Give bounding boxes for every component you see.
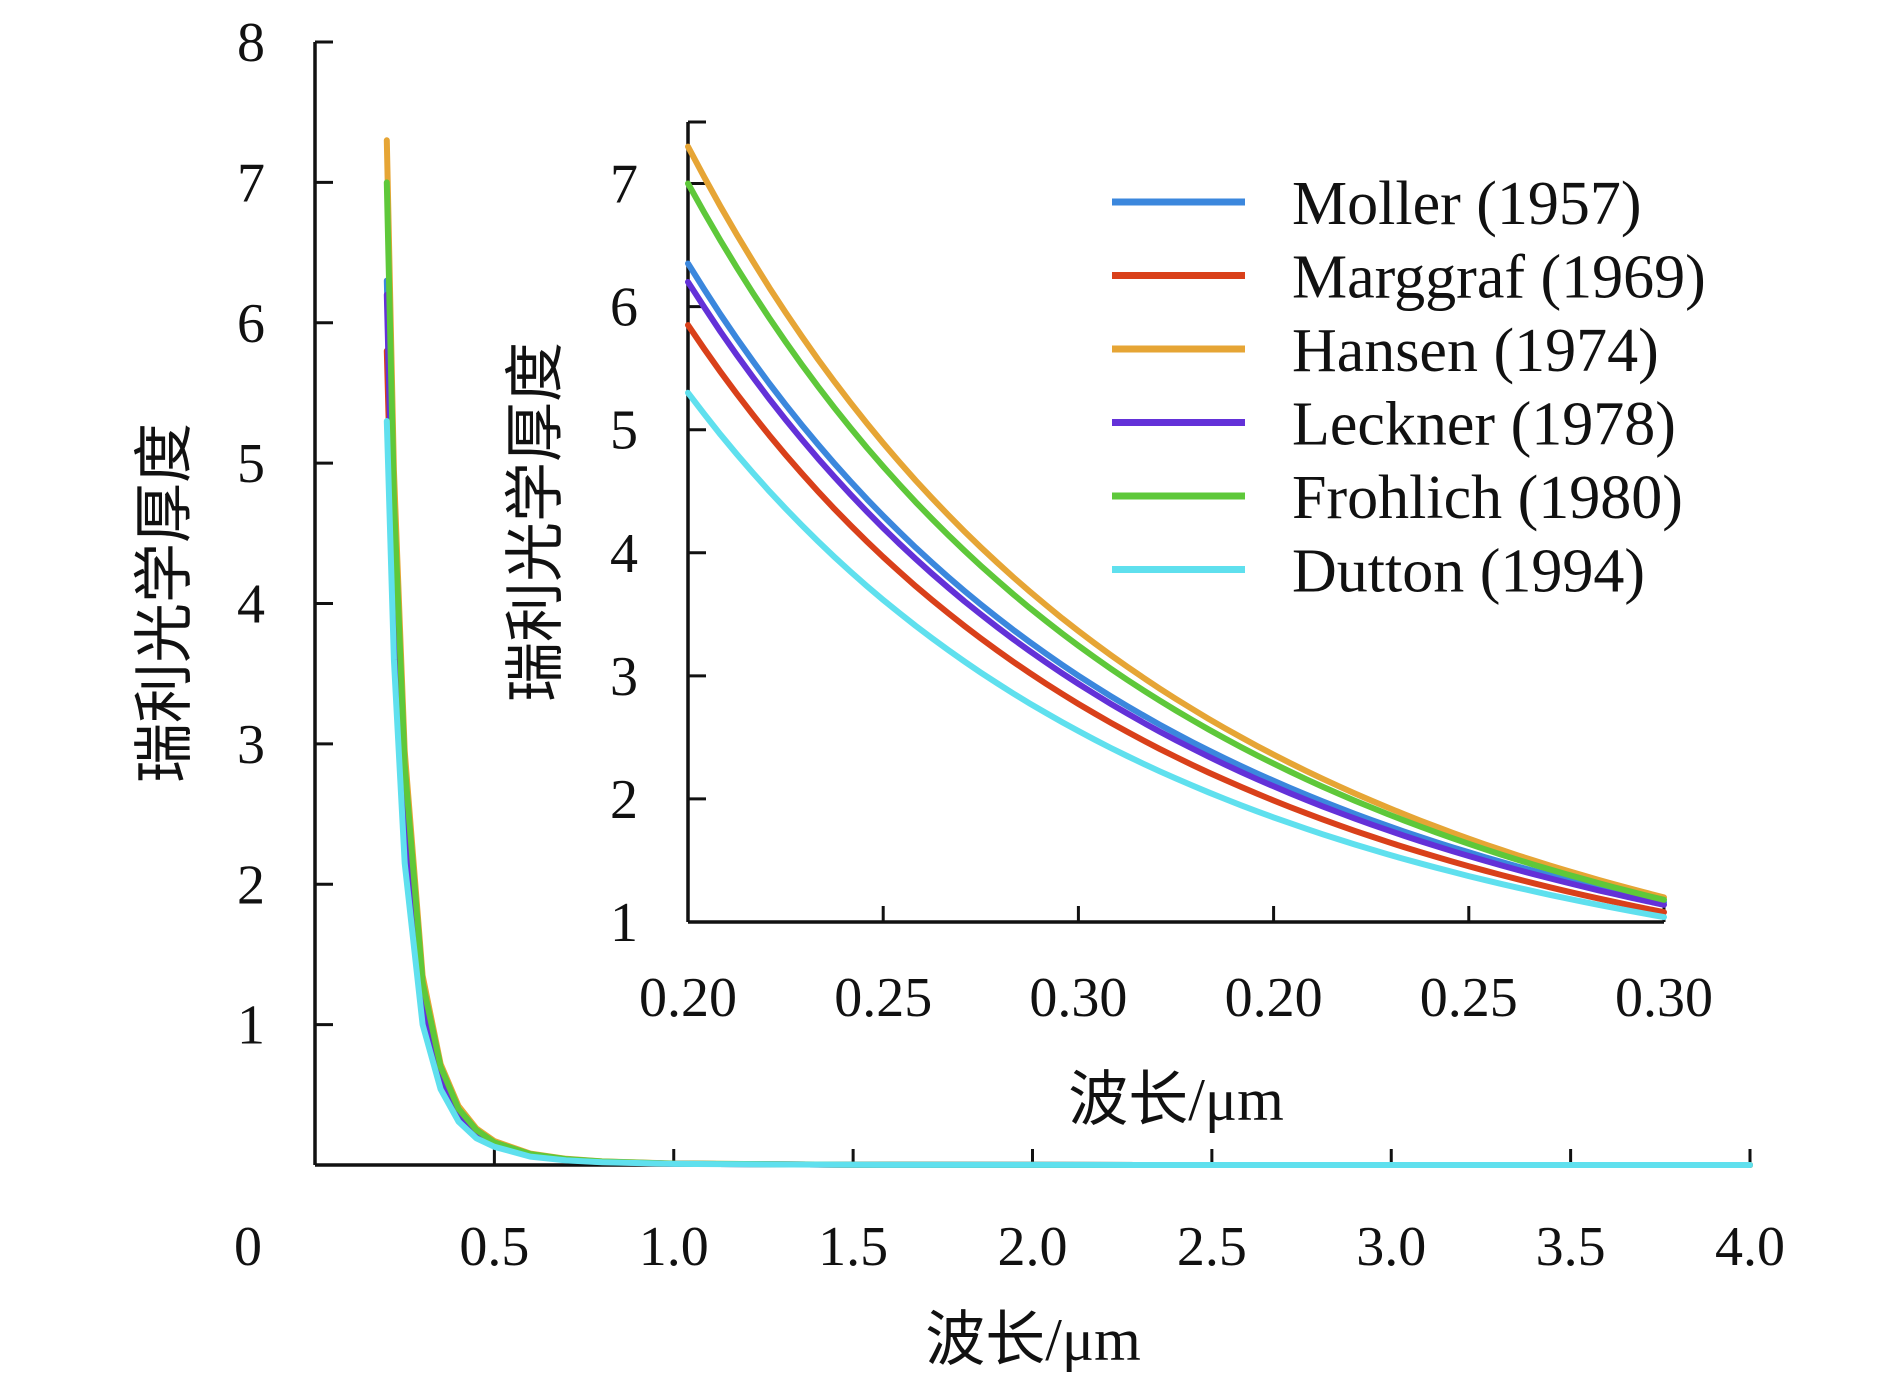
main-y-tick-label: 7 xyxy=(237,152,265,214)
inset-series-line xyxy=(685,143,1667,901)
main-y-tick-label: 5 xyxy=(237,433,265,495)
inset-x-tick-label: 0.20 xyxy=(639,967,737,1029)
main-x-tick-label: 1.5 xyxy=(818,1216,888,1278)
main-series-line xyxy=(383,418,1753,1168)
legend-label: Marggraf (1969) xyxy=(1292,244,1706,312)
main-y-axis-title: 瑞利光学厚度 xyxy=(132,423,198,783)
inset-x-tick-label: 0.25 xyxy=(834,967,932,1029)
inset-y-tick-label: 1 xyxy=(610,892,638,954)
inset-y-tick-label: 6 xyxy=(610,277,638,339)
legend: Moller (1957)Marggraf (1969)Hansen (1974… xyxy=(1112,170,1706,606)
legend-label: Moller (1957) xyxy=(1292,170,1642,238)
inset-series-line xyxy=(685,260,1667,906)
inset-x-tick-label: 0.30 xyxy=(1615,967,1713,1029)
main-y-tick-label: 6 xyxy=(237,293,265,355)
main-x-tick-label: 3.5 xyxy=(1536,1216,1606,1278)
main-chart: 1 2 3 4 5 6 7 8 0.5 1.0 1.5 2.0 2.5 3.0 3.5 4.0 0 波长/μm 瑞利… xyxy=(132,12,1785,1373)
main-origin-label: 0 xyxy=(234,1216,262,1278)
inset-x-tick-label: 0.25 xyxy=(1420,967,1518,1029)
main-x-tick-label: 2.5 xyxy=(1177,1216,1247,1278)
inset-series-line xyxy=(685,180,1667,903)
inset-series-line xyxy=(685,279,1667,908)
main-x-tick-label: 2.0 xyxy=(998,1216,1068,1278)
inset-series-line xyxy=(685,322,1667,916)
main-x-tick-label: 4.0 xyxy=(1715,1216,1785,1278)
inset-y-axis-title: 瑞利光学厚度 xyxy=(503,342,569,702)
inset-y-tick-label: 3 xyxy=(610,646,638,708)
legend-label: Frohlich (1980) xyxy=(1292,464,1683,532)
legend-label: Dutton (1994) xyxy=(1292,538,1645,606)
inset-y-tick-label: 7 xyxy=(610,154,638,216)
legend-label: Hansen (1974) xyxy=(1292,317,1659,385)
main-x-tick-label: 0.5 xyxy=(459,1216,529,1278)
main-x-axis-title: 波长/μm xyxy=(925,1307,1141,1372)
inset-y-tick-label: 2 xyxy=(610,769,638,831)
main-y-tick-label: 1 xyxy=(237,995,265,1057)
inset-chart: 1 2 3 4 5 6 7 0.20 0.25 0.30 0.20 0.25 0.30 波长/μm 瑞利光学… xyxy=(503,120,1713,1133)
inset-x-axis-title: 波长/μm xyxy=(1068,1067,1284,1133)
inset-x-tick-label: 0.20 xyxy=(1225,967,1323,1029)
main-y-tick-label: 4 xyxy=(237,574,265,636)
legend-label: Leckner (1978) xyxy=(1292,391,1676,459)
main-y-tick-label: 3 xyxy=(237,714,265,776)
main-y-tick-label: 8 xyxy=(237,12,265,74)
main-x-tick-label: 3.0 xyxy=(1356,1216,1426,1278)
main-x-tick-label: 1.0 xyxy=(639,1216,709,1278)
inset-y-tick-label: 4 xyxy=(610,523,638,585)
inset-series-line xyxy=(685,389,1667,921)
main-y-tick-label: 2 xyxy=(237,854,265,916)
inset-x-tick-label: 0.30 xyxy=(1029,967,1127,1029)
inset-y-tick-label: 5 xyxy=(610,400,638,462)
